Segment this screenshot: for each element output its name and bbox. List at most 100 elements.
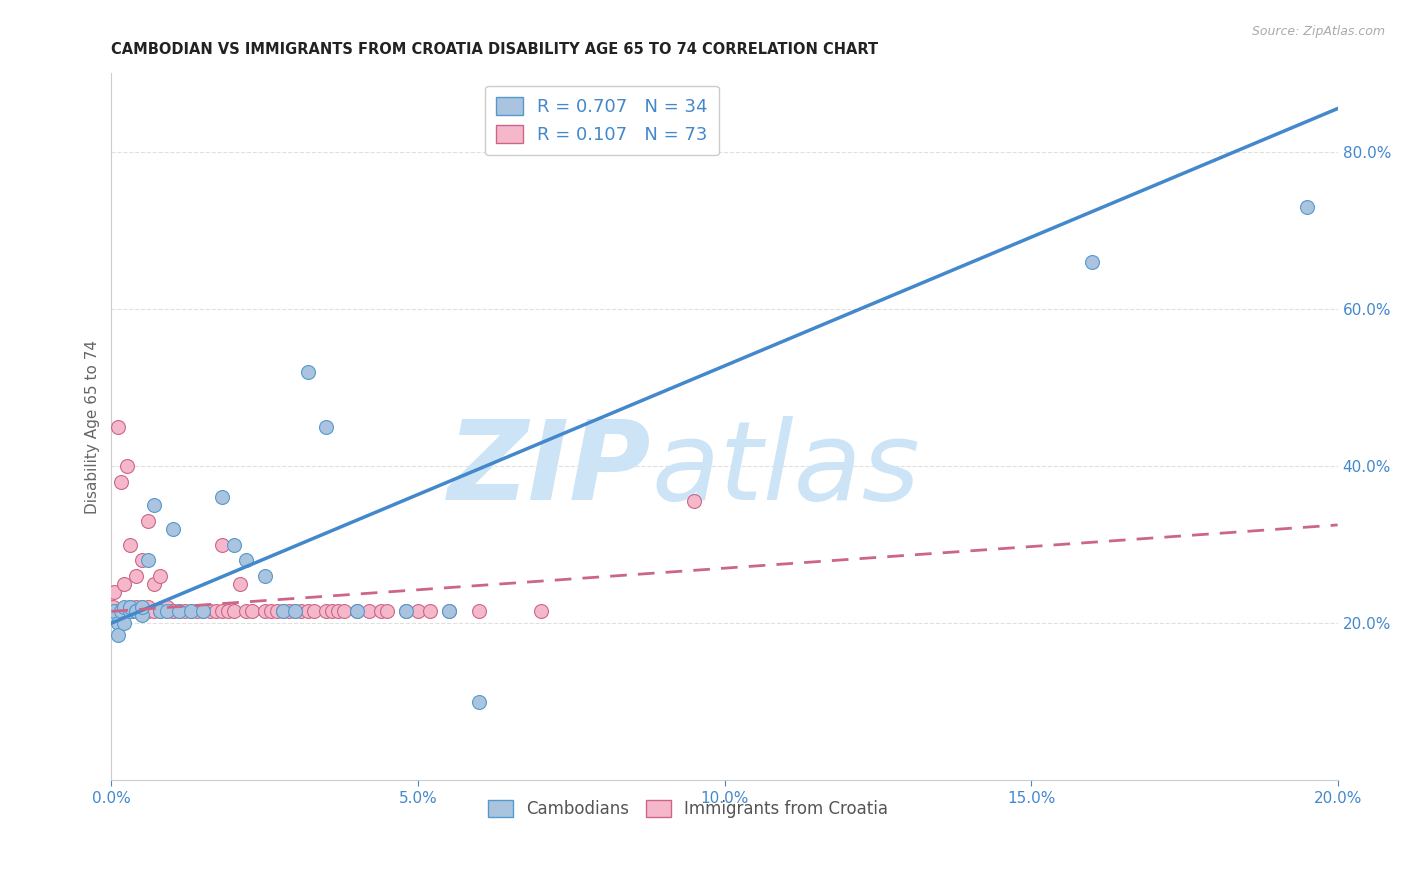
Point xyxy=(155,604,177,618)
Point xyxy=(118,600,141,615)
Point xyxy=(136,604,159,618)
Y-axis label: Disability Age 65 to 74: Disability Age 65 to 74 xyxy=(86,340,100,514)
Point xyxy=(222,604,245,618)
Point xyxy=(266,604,288,618)
Point xyxy=(174,604,197,618)
Point xyxy=(260,604,283,618)
Point xyxy=(180,604,202,618)
Point xyxy=(1296,200,1319,214)
Point xyxy=(302,604,325,618)
Point xyxy=(468,604,491,618)
Point xyxy=(162,604,184,618)
Point xyxy=(253,569,276,583)
Point xyxy=(136,600,159,615)
Point xyxy=(419,604,441,618)
Point xyxy=(112,604,135,618)
Text: atlas: atlas xyxy=(651,416,920,523)
Point xyxy=(167,604,190,618)
Point xyxy=(186,604,208,618)
Point xyxy=(290,604,312,618)
Point xyxy=(180,604,202,618)
Point xyxy=(193,604,215,618)
Point xyxy=(103,604,125,618)
Point xyxy=(346,604,368,618)
Point xyxy=(128,604,150,618)
Point xyxy=(193,604,215,618)
Point xyxy=(149,604,172,618)
Point xyxy=(131,604,153,618)
Point xyxy=(321,604,343,618)
Text: Source: ZipAtlas.com: Source: ZipAtlas.com xyxy=(1251,25,1385,38)
Point xyxy=(198,604,221,618)
Point xyxy=(107,604,129,618)
Point xyxy=(229,577,252,591)
Legend: Cambodians, Immigrants from Croatia: Cambodians, Immigrants from Croatia xyxy=(481,794,894,825)
Point xyxy=(125,600,148,615)
Point xyxy=(149,569,172,583)
Point xyxy=(122,604,145,618)
Point xyxy=(333,604,356,618)
Point xyxy=(103,600,125,615)
Point xyxy=(217,604,239,618)
Point xyxy=(253,604,276,618)
Point xyxy=(346,604,368,618)
Point xyxy=(235,604,257,618)
Point xyxy=(107,604,129,618)
Point xyxy=(112,577,135,591)
Point xyxy=(437,604,460,618)
Point xyxy=(110,604,132,618)
Point xyxy=(155,604,177,618)
Point xyxy=(118,538,141,552)
Point xyxy=(370,604,392,618)
Point xyxy=(143,499,166,513)
Point xyxy=(155,600,177,615)
Point xyxy=(211,491,233,505)
Point xyxy=(222,538,245,552)
Point xyxy=(107,628,129,642)
Point xyxy=(297,604,319,618)
Point xyxy=(125,604,148,618)
Point xyxy=(136,514,159,528)
Point xyxy=(468,695,491,709)
Point xyxy=(271,604,294,618)
Point xyxy=(406,604,429,618)
Point xyxy=(328,604,350,618)
Point xyxy=(118,600,141,615)
Point xyxy=(284,604,307,618)
Point xyxy=(136,553,159,567)
Point xyxy=(315,419,337,434)
Point xyxy=(315,604,337,618)
Point xyxy=(131,600,153,615)
Point xyxy=(104,604,127,618)
Point xyxy=(110,475,132,489)
Point xyxy=(131,600,153,615)
Point xyxy=(107,419,129,434)
Point xyxy=(118,604,141,618)
Point xyxy=(125,569,148,583)
Point xyxy=(149,604,172,618)
Point xyxy=(204,604,226,618)
Point xyxy=(271,604,294,618)
Point xyxy=(162,604,184,618)
Point xyxy=(125,604,148,618)
Point xyxy=(395,604,418,618)
Point xyxy=(125,604,148,618)
Point xyxy=(529,604,551,618)
Text: ZIP: ZIP xyxy=(447,416,651,523)
Point xyxy=(297,365,319,379)
Point xyxy=(167,604,190,618)
Point xyxy=(278,604,301,618)
Point xyxy=(110,604,132,618)
Point xyxy=(114,604,136,618)
Point xyxy=(143,604,166,618)
Point xyxy=(357,604,380,618)
Point xyxy=(118,604,141,618)
Point xyxy=(211,538,233,552)
Point xyxy=(162,522,184,536)
Point xyxy=(107,616,129,631)
Point xyxy=(211,604,233,618)
Text: CAMBODIAN VS IMMIGRANTS FROM CROATIA DISABILITY AGE 65 TO 74 CORRELATION CHART: CAMBODIAN VS IMMIGRANTS FROM CROATIA DIS… xyxy=(111,42,879,57)
Point xyxy=(143,577,166,591)
Point xyxy=(284,604,307,618)
Point xyxy=(103,584,125,599)
